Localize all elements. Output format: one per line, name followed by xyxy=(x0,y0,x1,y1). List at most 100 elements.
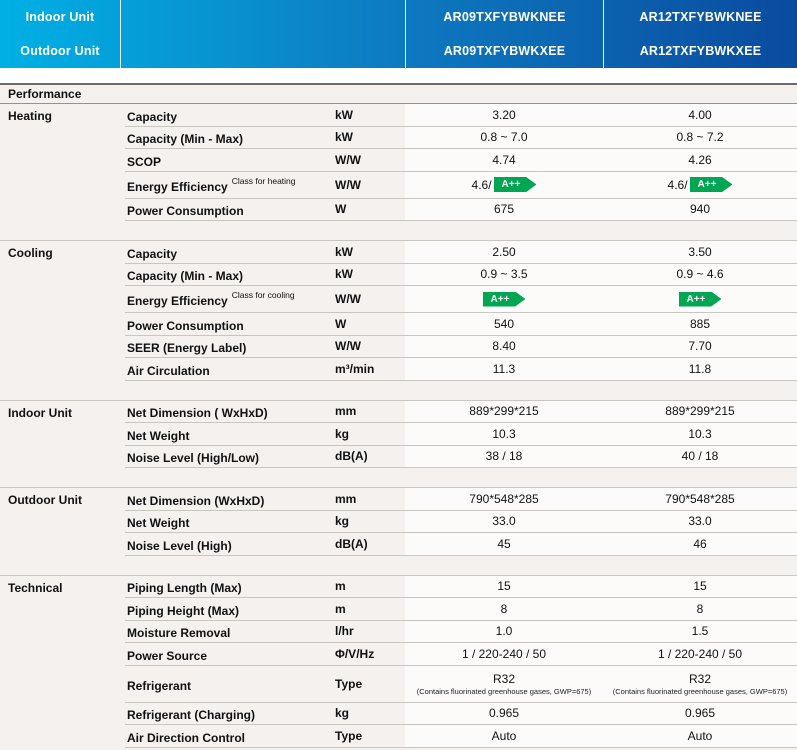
spec-value: 10.3 xyxy=(405,423,603,445)
spec-unit: Φ/V/Hz xyxy=(335,646,375,661)
spec-value: 1 / 220-240 / 50 xyxy=(603,643,797,665)
energy-class-badge: A++ xyxy=(493,177,537,192)
spec-row: Refrigerant Type R32 (Contains fluorinated … xyxy=(125,665,797,703)
value-main: R32 xyxy=(688,672,711,687)
spec-value: 0.965 xyxy=(405,702,603,724)
spec-name: Noise Level (High/Low) xyxy=(127,451,260,466)
spec-row: Air Circulation m³/min 11.3 11.8 xyxy=(125,358,797,381)
section-label: Technical xyxy=(8,580,63,595)
spec-value: 45 xyxy=(405,533,603,555)
spec-unit: kW xyxy=(335,130,353,145)
spec-name: Capacity xyxy=(127,109,178,124)
spec-label-cell: Air Circulation xyxy=(125,358,335,380)
spec-row: Capacity (Min - Max) kW 0.9 ~ 3.5 0.9 ~ 4.6 xyxy=(125,263,797,286)
spec-unit: W xyxy=(335,202,347,217)
spec-name: SCOP xyxy=(127,154,162,169)
spec-unit: m xyxy=(335,579,346,594)
spec-name: Moisture Removal xyxy=(127,626,231,641)
section-label: Indoor Unit xyxy=(8,405,72,420)
spec-value: 46 xyxy=(603,533,797,555)
spec-value: 1 / 220-240 / 50 xyxy=(405,643,603,665)
spec-row: Air Direction Control Type Auto Auto xyxy=(125,725,797,748)
spec-unit: kg xyxy=(335,514,350,529)
product-column-2: AR12TXFYBWKNEE AR12TXFYBWKXEE xyxy=(603,0,797,68)
spec-label-cell: Refrigerant (Charging) xyxy=(125,703,335,725)
spec-value: Auto xyxy=(405,725,603,747)
spec-value: 940 xyxy=(603,198,797,220)
spec-name: Refrigerant xyxy=(127,678,192,693)
spec-value: 3.50 xyxy=(603,241,797,263)
spec-unit: W xyxy=(335,316,347,331)
spec-section-heating: Heating Capacity kW 3.20 4.00 Capacity (Min -… xyxy=(0,104,797,221)
header-row-labels: Indoor Unit Outdoor Unit xyxy=(0,0,120,68)
spec-label-cell: Net Weight xyxy=(125,423,335,445)
spec-name: Air Circulation xyxy=(127,363,210,378)
spec-value: 0.965 xyxy=(603,702,797,724)
spec-value: A++ xyxy=(405,286,603,312)
spec-row: Noise Level (High/Low) dB(A) 38 / 18 40 / 1… xyxy=(125,445,797,468)
spec-row: Net Weight kg 33.0 33.0 xyxy=(125,510,797,533)
spec-unit: m³/min xyxy=(335,361,375,376)
spec-row: Refrigerant (Charging) kg 0.965 0.965 xyxy=(125,702,797,725)
spec-value: 0.8 ~ 7.0 xyxy=(405,126,603,148)
product-column-1: AR09TXFYBWKNEE AR09TXFYBWKXEE xyxy=(405,0,603,68)
spec-name: Net Dimension ( WxHxD) xyxy=(127,406,268,421)
spec-section-indoor-unit: Indoor Unit Net Dimension ( WxHxD) mm 889*2… xyxy=(0,399,797,468)
spec-value: 15 xyxy=(603,575,797,597)
spec-label-cell: Energy Efficiency Class for heating xyxy=(125,172,335,198)
spec-unit: dB(A) xyxy=(335,536,368,551)
spec-name: Air Direction Control xyxy=(127,730,246,745)
spec-label-cell: Piping Height (Max) xyxy=(125,598,335,620)
spec-name: Net Dimension (WxHxD) xyxy=(127,493,265,508)
spec-value: 3.20 xyxy=(405,104,603,126)
spec-value: 790*548*285 xyxy=(405,488,603,510)
energy-class-badge: A++ xyxy=(689,177,733,192)
outdoor-model-1: AR09TXFYBWKXEE xyxy=(443,44,566,58)
spec-value: Auto xyxy=(603,725,797,747)
section-rows: Piping Length (Max) m 15 15 Piping Height (M… xyxy=(125,575,797,748)
efficiency-value: 4.6/ xyxy=(471,177,492,192)
spec-sublabel: Class for cooling xyxy=(231,290,295,300)
spec-value: 4.00 xyxy=(603,104,797,126)
spec-row: SEER (Energy Label) W/W 8.40 7.70 xyxy=(125,335,797,358)
spec-name: Capacity xyxy=(127,246,178,261)
spec-label-cell: Refrigerant xyxy=(125,666,335,702)
spec-value: 0.9 ~ 3.5 xyxy=(405,263,603,285)
value-main: R32 xyxy=(492,672,515,687)
section-label: Cooling xyxy=(8,246,53,260)
spec-value: 885 xyxy=(603,313,797,335)
spec-table-header: Indoor Unit Outdoor Unit AR09TXFYBWKNEE … xyxy=(0,0,797,68)
spec-value: R32 (Contains fluorinated greenhouse gase… xyxy=(603,665,797,702)
value-note: (Contains fluorinated greenhouse gases, … xyxy=(612,687,788,697)
indoor-model-1: AR09TXFYBWKNEE xyxy=(443,10,566,24)
spec-label-cell: Piping Length (Max) xyxy=(125,576,335,598)
spec-label-cell: Noise Level (High/Low) xyxy=(125,446,335,468)
spec-name: Power Source xyxy=(127,648,208,663)
spec-label-cell: Capacity (Min - Max) xyxy=(125,127,335,149)
spec-unit: Type xyxy=(335,676,363,691)
spec-label-cell: SCOP xyxy=(125,149,335,171)
section-rows: Net Dimension ( WxHxD) mm 889*299*215 889*2… xyxy=(125,400,797,468)
outdoor-model-2: AR12TXFYBWKXEE xyxy=(639,44,762,58)
outdoor-unit-row-label: Outdoor Unit xyxy=(20,44,100,58)
spec-row: Power Consumption W 540 885 xyxy=(125,313,797,336)
spec-row: SCOP W/W 4.74 4.26 xyxy=(125,149,797,172)
spec-unit: Type xyxy=(335,728,363,743)
spec-value: 38 / 18 xyxy=(405,445,603,467)
spec-unit: kg xyxy=(335,426,350,441)
energy-class-badge: A++ xyxy=(482,291,526,307)
spec-label-cell: Capacity (Min - Max) xyxy=(125,264,335,286)
spec-value: 40 / 18 xyxy=(603,445,797,467)
spec-row: Power Consumption W 675 940 xyxy=(125,198,797,221)
spec-value: 0.8 ~ 7.2 xyxy=(603,126,797,148)
spec-unit: mm xyxy=(335,491,357,506)
section-rows: Net Dimension (WxHxD) mm 790*548*285 790*54… xyxy=(125,488,797,556)
spec-row: Net Weight kg 10.3 10.3 xyxy=(125,423,797,446)
spec-value: 889*299*215 xyxy=(405,400,603,422)
spec-row: Energy Efficiency Class for heating W/W 4.6… xyxy=(125,171,797,199)
spec-label-cell: Power Source xyxy=(125,643,335,665)
value-note: (Contains fluorinated greenhouse gases, … xyxy=(416,687,592,697)
spec-name: Noise Level (High) xyxy=(127,538,232,553)
spec-unit: l/hr xyxy=(335,624,354,639)
spec-row: Net Dimension ( WxHxD) mm 889*299*215 889*2… xyxy=(125,400,797,423)
